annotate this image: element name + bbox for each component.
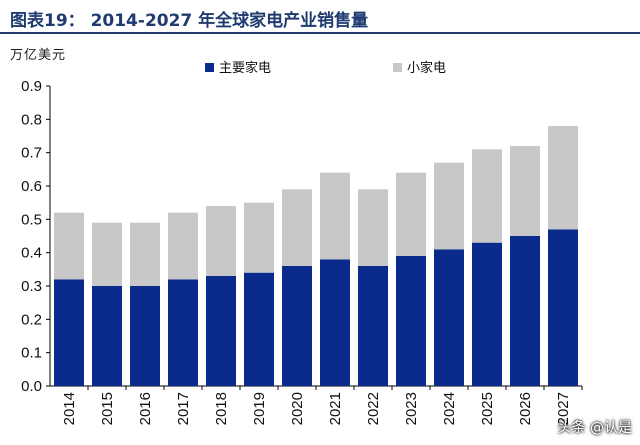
- y-tick-label: 0.7: [21, 145, 42, 162]
- bar-major-2024: [434, 249, 464, 386]
- bar-major-2025: [472, 242, 502, 386]
- x-tick-label: 2025: [479, 392, 496, 425]
- x-tick-label: 2020: [289, 392, 306, 425]
- bar-small-2025: [472, 149, 502, 243]
- bar-small-2015: [92, 222, 122, 286]
- y-tick-label: 0.9: [21, 78, 42, 95]
- bar-major-2026: [510, 236, 540, 386]
- x-tick-label: 2023: [403, 392, 420, 425]
- bar-major-2018: [206, 276, 236, 386]
- bar-small-2018: [206, 206, 236, 276]
- x-tick-label: 2018: [213, 392, 230, 425]
- bar-major-2027: [548, 229, 578, 386]
- bar-small-2019: [244, 202, 274, 273]
- bar-small-2017: [168, 212, 198, 280]
- bar-small-2020: [282, 189, 312, 266]
- x-tick-label: 2024: [441, 392, 458, 425]
- bar-major-2017: [168, 279, 198, 386]
- y-tick-label: 0.0: [21, 378, 42, 395]
- legend-swatch-small: [393, 63, 402, 72]
- bar-major-2015: [92, 286, 122, 386]
- y-tick-label: 0.4: [21, 245, 42, 262]
- y-tick-label: 0.1: [21, 345, 42, 362]
- bar-major-2020: [282, 266, 312, 386]
- bar-major-2014: [54, 279, 84, 386]
- x-tick-label: 2019: [251, 392, 268, 425]
- x-tick-label: 2027: [555, 392, 572, 425]
- unit-label: 万亿美元: [10, 48, 67, 63]
- bar-major-2016: [130, 286, 160, 386]
- bar-small-2014: [54, 212, 84, 280]
- x-tick-label: 2026: [517, 392, 534, 425]
- x-tick-label: 2022: [365, 392, 382, 425]
- x-tick-label: 2014: [61, 392, 78, 425]
- bar-small-2021: [320, 172, 350, 260]
- y-tick-label: 0.6: [21, 178, 42, 195]
- bar-major-2023: [396, 256, 426, 386]
- x-tick-label: 2015: [99, 392, 116, 425]
- y-tick-label: 0.3: [21, 278, 42, 295]
- y-tick-label: 0.5: [21, 211, 42, 228]
- title-bar: 图表19： 2014-2027 年全球家电产业销售量: [0, 0, 640, 34]
- page-title: 图表19： 2014-2027 年全球家电产业销售量: [10, 11, 369, 31]
- bar-small-2016: [130, 222, 160, 286]
- bar-major-2022: [358, 266, 388, 386]
- bar-small-2023: [396, 172, 426, 256]
- y-tick-label: 0.2: [21, 311, 42, 328]
- bar-major-2021: [320, 259, 350, 386]
- legend-label-major: 主要家电: [219, 60, 271, 76]
- legend-label-small: 小家电: [407, 60, 446, 76]
- legend-swatch-major: [205, 63, 214, 72]
- watermark: 头条 @认是: [557, 420, 632, 436]
- bar-small-2026: [510, 146, 540, 236]
- y-tick-label: 0.8: [21, 111, 42, 128]
- bar-small-2027: [548, 126, 578, 230]
- x-tick-label: 2016: [137, 392, 154, 425]
- bar-small-2024: [434, 162, 464, 250]
- bar-major-2019: [244, 272, 274, 386]
- x-tick-label: 2021: [327, 392, 344, 425]
- x-tick-label: 2017: [175, 392, 192, 425]
- bar-small-2022: [358, 189, 388, 266]
